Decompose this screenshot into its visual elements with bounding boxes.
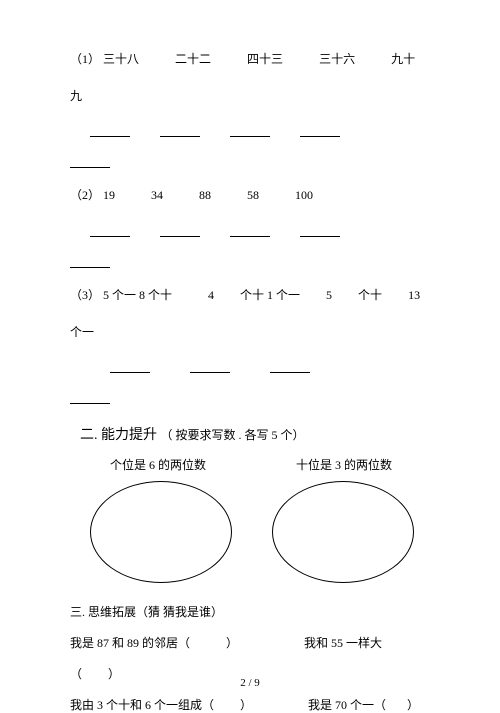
section2-right: 十位是 3 的两位数 bbox=[296, 456, 392, 473]
blank bbox=[300, 124, 340, 137]
q3-p2: 4 bbox=[208, 288, 214, 302]
blank bbox=[160, 124, 200, 137]
q3-p6: 13 bbox=[408, 288, 420, 302]
q2-prefix: （2） bbox=[70, 188, 100, 202]
q1-item4: 三十六 bbox=[319, 52, 355, 66]
page: （1） 三十八 二十二 四十三 三十六 九十 九 （2） 19 34 88 58… bbox=[0, 0, 500, 707]
blank bbox=[70, 391, 110, 404]
q1-item3: 四十三 bbox=[247, 52, 283, 66]
q3-blanks bbox=[50, 360, 450, 373]
section2-note: （ 按要求写数 . 各写 5 个） bbox=[161, 428, 305, 442]
section2-left: 个位是 6 的两位数 bbox=[110, 456, 206, 473]
q2-item4: 58 bbox=[247, 188, 259, 202]
q3-p7: 个一 bbox=[70, 325, 94, 339]
page-number: 2 / 9 bbox=[0, 677, 500, 689]
s3-q3d: ） bbox=[407, 698, 419, 712]
blank bbox=[90, 224, 130, 237]
q1-blanks bbox=[50, 124, 450, 137]
blank bbox=[190, 360, 230, 373]
s3-q3a: 我由 3 个十和 6 个一组成（ bbox=[70, 698, 214, 712]
oval-right bbox=[272, 481, 414, 583]
blank bbox=[230, 124, 270, 137]
section2-title: 二. 能力提升 （ 按要求写数 . 各写 5 个） bbox=[50, 424, 450, 444]
q2-item2: 34 bbox=[151, 188, 163, 202]
blank bbox=[90, 124, 130, 137]
section2-labels: 个位是 6 的两位数 十位是 3 的两位数 bbox=[50, 456, 450, 473]
q3-p3: 个十 1 个一 bbox=[240, 288, 300, 302]
q3-p1: 5 个一 8 个十 bbox=[103, 288, 172, 302]
q1-item2: 二十二 bbox=[175, 52, 211, 66]
blank bbox=[160, 224, 200, 237]
q2-line: （2） 19 34 88 58 100 bbox=[50, 186, 450, 205]
blank bbox=[270, 360, 310, 373]
q1-item1: 三十八 bbox=[103, 52, 139, 66]
blank bbox=[70, 155, 110, 168]
s3-q3c: 我是 70 个一（ bbox=[308, 698, 386, 712]
s3-q1c: 我和 55 一样大 bbox=[304, 636, 382, 650]
q1-line: （1） 三十八 二十二 四十三 三十六 九十 bbox=[50, 50, 450, 69]
section3-q1: 我是 87 和 89 的邻居（ ） 我和 55 一样大 bbox=[50, 634, 450, 651]
blank bbox=[110, 360, 150, 373]
q2-item5: 100 bbox=[295, 188, 313, 202]
q3-prefix: （3） bbox=[70, 288, 100, 302]
q1-item5-a: 九十 bbox=[391, 52, 415, 66]
s3-q3b: ） bbox=[240, 698, 252, 712]
s3-q1b: ） bbox=[226, 636, 238, 650]
s3-q1a: 我是 87 和 89 的邻居（ bbox=[70, 636, 190, 650]
blank bbox=[300, 224, 340, 237]
q3-line: （3） 5 个一 8 个十 4 个十 1 个一 5 个十 13 bbox=[50, 286, 450, 305]
q2-item3: 88 bbox=[199, 188, 211, 202]
q1-prefix: （1） bbox=[70, 52, 100, 66]
q2-item1: 19 bbox=[103, 188, 115, 202]
section3-title: 三. 思维拓展（猜 猜我是谁） bbox=[50, 603, 450, 620]
blank bbox=[230, 224, 270, 237]
q3-line2: 个一 bbox=[50, 323, 450, 342]
oval-left bbox=[90, 481, 232, 583]
q3-p5: 个十 bbox=[358, 288, 382, 302]
section2-title-text: 二. 能力提升 bbox=[80, 428, 157, 443]
q1-item5-b: 九 bbox=[70, 89, 82, 103]
blank bbox=[70, 255, 110, 268]
section3-q3: 我由 3 个十和 6 个一组成（ ） 我是 70 个一（ ） bbox=[50, 696, 450, 713]
ovals-row bbox=[50, 481, 450, 583]
q1-line2: 九 bbox=[50, 87, 450, 106]
q3-p4: 5 bbox=[326, 288, 332, 302]
q2-blanks bbox=[50, 224, 450, 237]
